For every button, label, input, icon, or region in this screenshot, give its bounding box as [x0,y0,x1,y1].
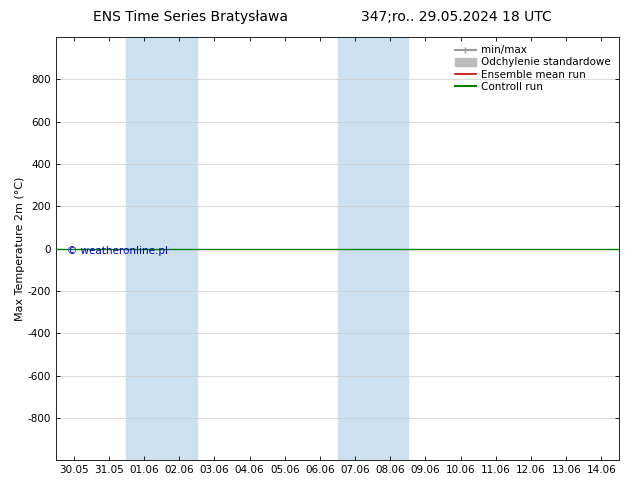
Bar [126,37,197,460]
Y-axis label: Max Temperature 2m (°C): Max Temperature 2m (°C) [15,176,25,321]
Text: 347;ro.. 29.05.2024 18 UTC: 347;ro.. 29.05.2024 18 UTC [361,10,552,24]
Text: ENS Time Series Bratysława: ENS Time Series Bratysława [93,10,288,24]
Legend: min/max, Odchylenie standardowe, Ensemble mean run, Controll run: min/max, Odchylenie standardowe, Ensembl… [452,42,614,95]
Bar [337,37,408,460]
Text: © weatheronline.pl: © weatheronline.pl [67,246,168,256]
